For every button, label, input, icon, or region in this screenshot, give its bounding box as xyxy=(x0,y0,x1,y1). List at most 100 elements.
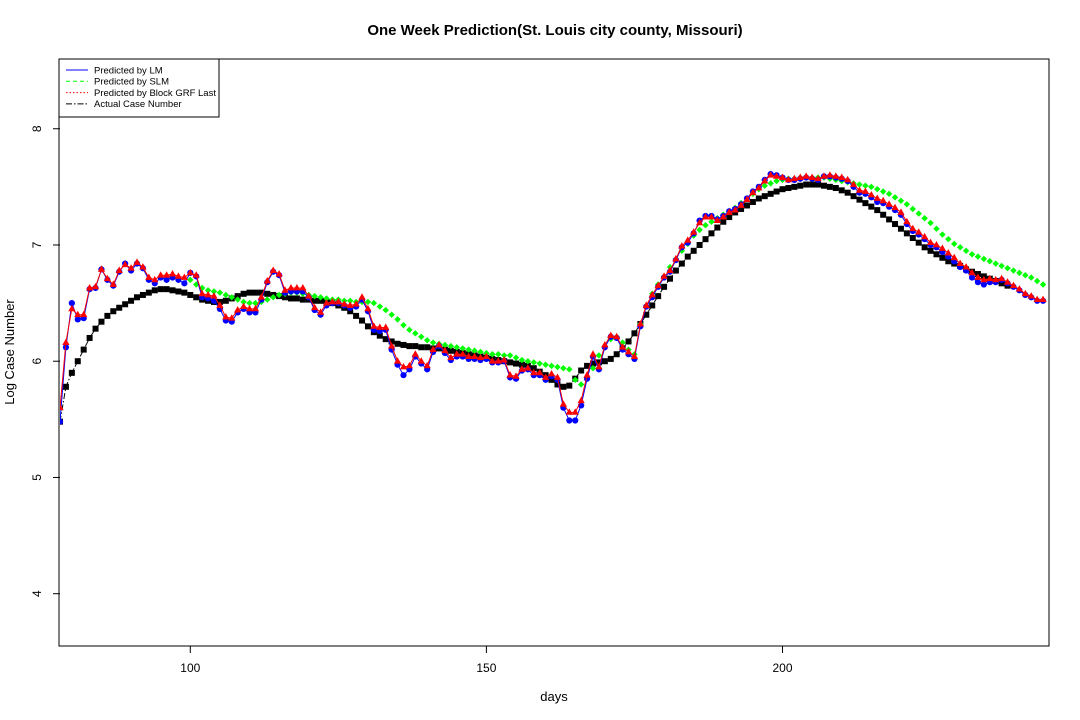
data-point-grf xyxy=(465,352,473,359)
data-point-actual xyxy=(625,338,632,345)
data-point-slm xyxy=(382,306,389,314)
data-point-actual xyxy=(672,267,679,274)
data-point-actual xyxy=(655,293,662,300)
data-point-actual xyxy=(175,288,182,295)
data-point-slm xyxy=(1033,277,1041,285)
data-point-grf xyxy=(245,304,254,312)
y-axis: 4 5 6 7 8 xyxy=(30,125,60,597)
data-point-lm xyxy=(974,279,982,286)
data-point-actual xyxy=(708,230,715,237)
data-point-slm xyxy=(974,253,982,260)
legend-box xyxy=(58,58,220,118)
data-point-slm xyxy=(572,376,579,384)
data-point-slm xyxy=(874,185,881,193)
data-point-grf xyxy=(796,173,804,180)
data-point-grf xyxy=(701,213,710,220)
chart-title: One Week Prediction(St. Louis city count… xyxy=(367,22,742,39)
data-point-slm xyxy=(856,181,863,188)
data-point-lm xyxy=(400,372,407,379)
data-point-grf xyxy=(838,173,846,180)
data-point-actual xyxy=(418,344,425,351)
data-point-grf xyxy=(109,280,117,287)
data-point-slm xyxy=(412,330,419,337)
data-point-grf xyxy=(322,299,331,306)
data-point-grf xyxy=(950,253,958,261)
data-point-grf xyxy=(642,301,650,308)
data-point-grf xyxy=(447,353,455,361)
data-point-actual xyxy=(832,185,839,192)
data-point-slm xyxy=(216,289,224,296)
data-point-grf xyxy=(186,268,194,276)
data-point-grf xyxy=(915,228,923,235)
data-point-grf xyxy=(778,173,787,180)
data-point-grf xyxy=(542,373,550,380)
data-point-actual xyxy=(388,338,395,345)
data-point-slm xyxy=(702,222,709,229)
data-point-grf xyxy=(204,290,212,298)
data-point-actual xyxy=(507,359,514,366)
data-point-slm xyxy=(471,347,478,354)
data-point-grf xyxy=(921,232,929,240)
data-point-actual xyxy=(92,325,99,332)
data-point-slm xyxy=(566,366,573,373)
data-point-actual xyxy=(696,241,703,248)
data-point-grf xyxy=(358,293,366,300)
data-point-actual xyxy=(868,203,875,210)
data-point-grf xyxy=(725,208,733,215)
data-point-grf xyxy=(938,244,947,251)
data-point-slm xyxy=(1004,265,1011,272)
data-point-actual xyxy=(809,181,816,188)
data-point-actual xyxy=(779,186,786,193)
data-point-actual xyxy=(151,287,158,294)
data-point-grf xyxy=(772,172,781,179)
data-point-slm xyxy=(773,177,780,185)
data-point-actual xyxy=(116,304,123,311)
data-point-slm xyxy=(868,183,875,191)
data-point-grf xyxy=(666,266,674,273)
plot-frame xyxy=(58,58,1050,647)
data-point-actual xyxy=(163,286,170,293)
data-point-actual xyxy=(128,297,135,304)
data-point-actual xyxy=(738,205,745,212)
data-point-grf xyxy=(399,363,408,370)
x-tick-label: 150 xyxy=(476,661,496,675)
data-point-grf xyxy=(482,352,490,359)
data-point-grf xyxy=(660,272,668,279)
data-point-slm xyxy=(506,352,514,359)
data-point-grf xyxy=(624,347,633,355)
data-point-actual xyxy=(513,360,520,367)
data-point-grf xyxy=(749,188,757,196)
y-tick-label: 7 xyxy=(30,241,44,248)
data-point-grf xyxy=(565,408,573,415)
data-point-grf xyxy=(891,203,899,211)
data-point-grf xyxy=(500,356,508,363)
data-point-grf xyxy=(127,264,135,271)
data-point-grf xyxy=(91,282,100,290)
data-point-grf xyxy=(133,258,141,265)
data-point-actual xyxy=(726,214,733,221)
data-point-grf xyxy=(743,195,751,203)
data-point-slm xyxy=(945,235,952,243)
data-point-grf xyxy=(536,368,544,376)
data-point-grf xyxy=(814,174,822,182)
data-point-grf xyxy=(417,357,425,364)
data-point-grf xyxy=(974,273,982,280)
data-point-grf xyxy=(672,254,680,262)
data-point-grf xyxy=(512,372,520,379)
data-point-actual xyxy=(886,216,893,223)
data-point-actual xyxy=(649,302,656,309)
data-point-actual xyxy=(643,311,650,318)
data-point-actual xyxy=(661,283,668,290)
data-point-actual xyxy=(359,317,366,324)
data-point-grf xyxy=(654,281,662,289)
data-point-actual xyxy=(376,332,383,339)
data-point-slm xyxy=(275,291,283,299)
data-point-grf xyxy=(944,249,952,256)
data-point-grf xyxy=(849,180,858,187)
data-point-slm xyxy=(423,337,431,344)
data-point-actual xyxy=(797,182,804,189)
data-point-actual xyxy=(607,355,614,362)
data-point-actual xyxy=(767,190,774,197)
data-point-slm xyxy=(619,339,626,346)
data-point-grf xyxy=(86,283,94,291)
